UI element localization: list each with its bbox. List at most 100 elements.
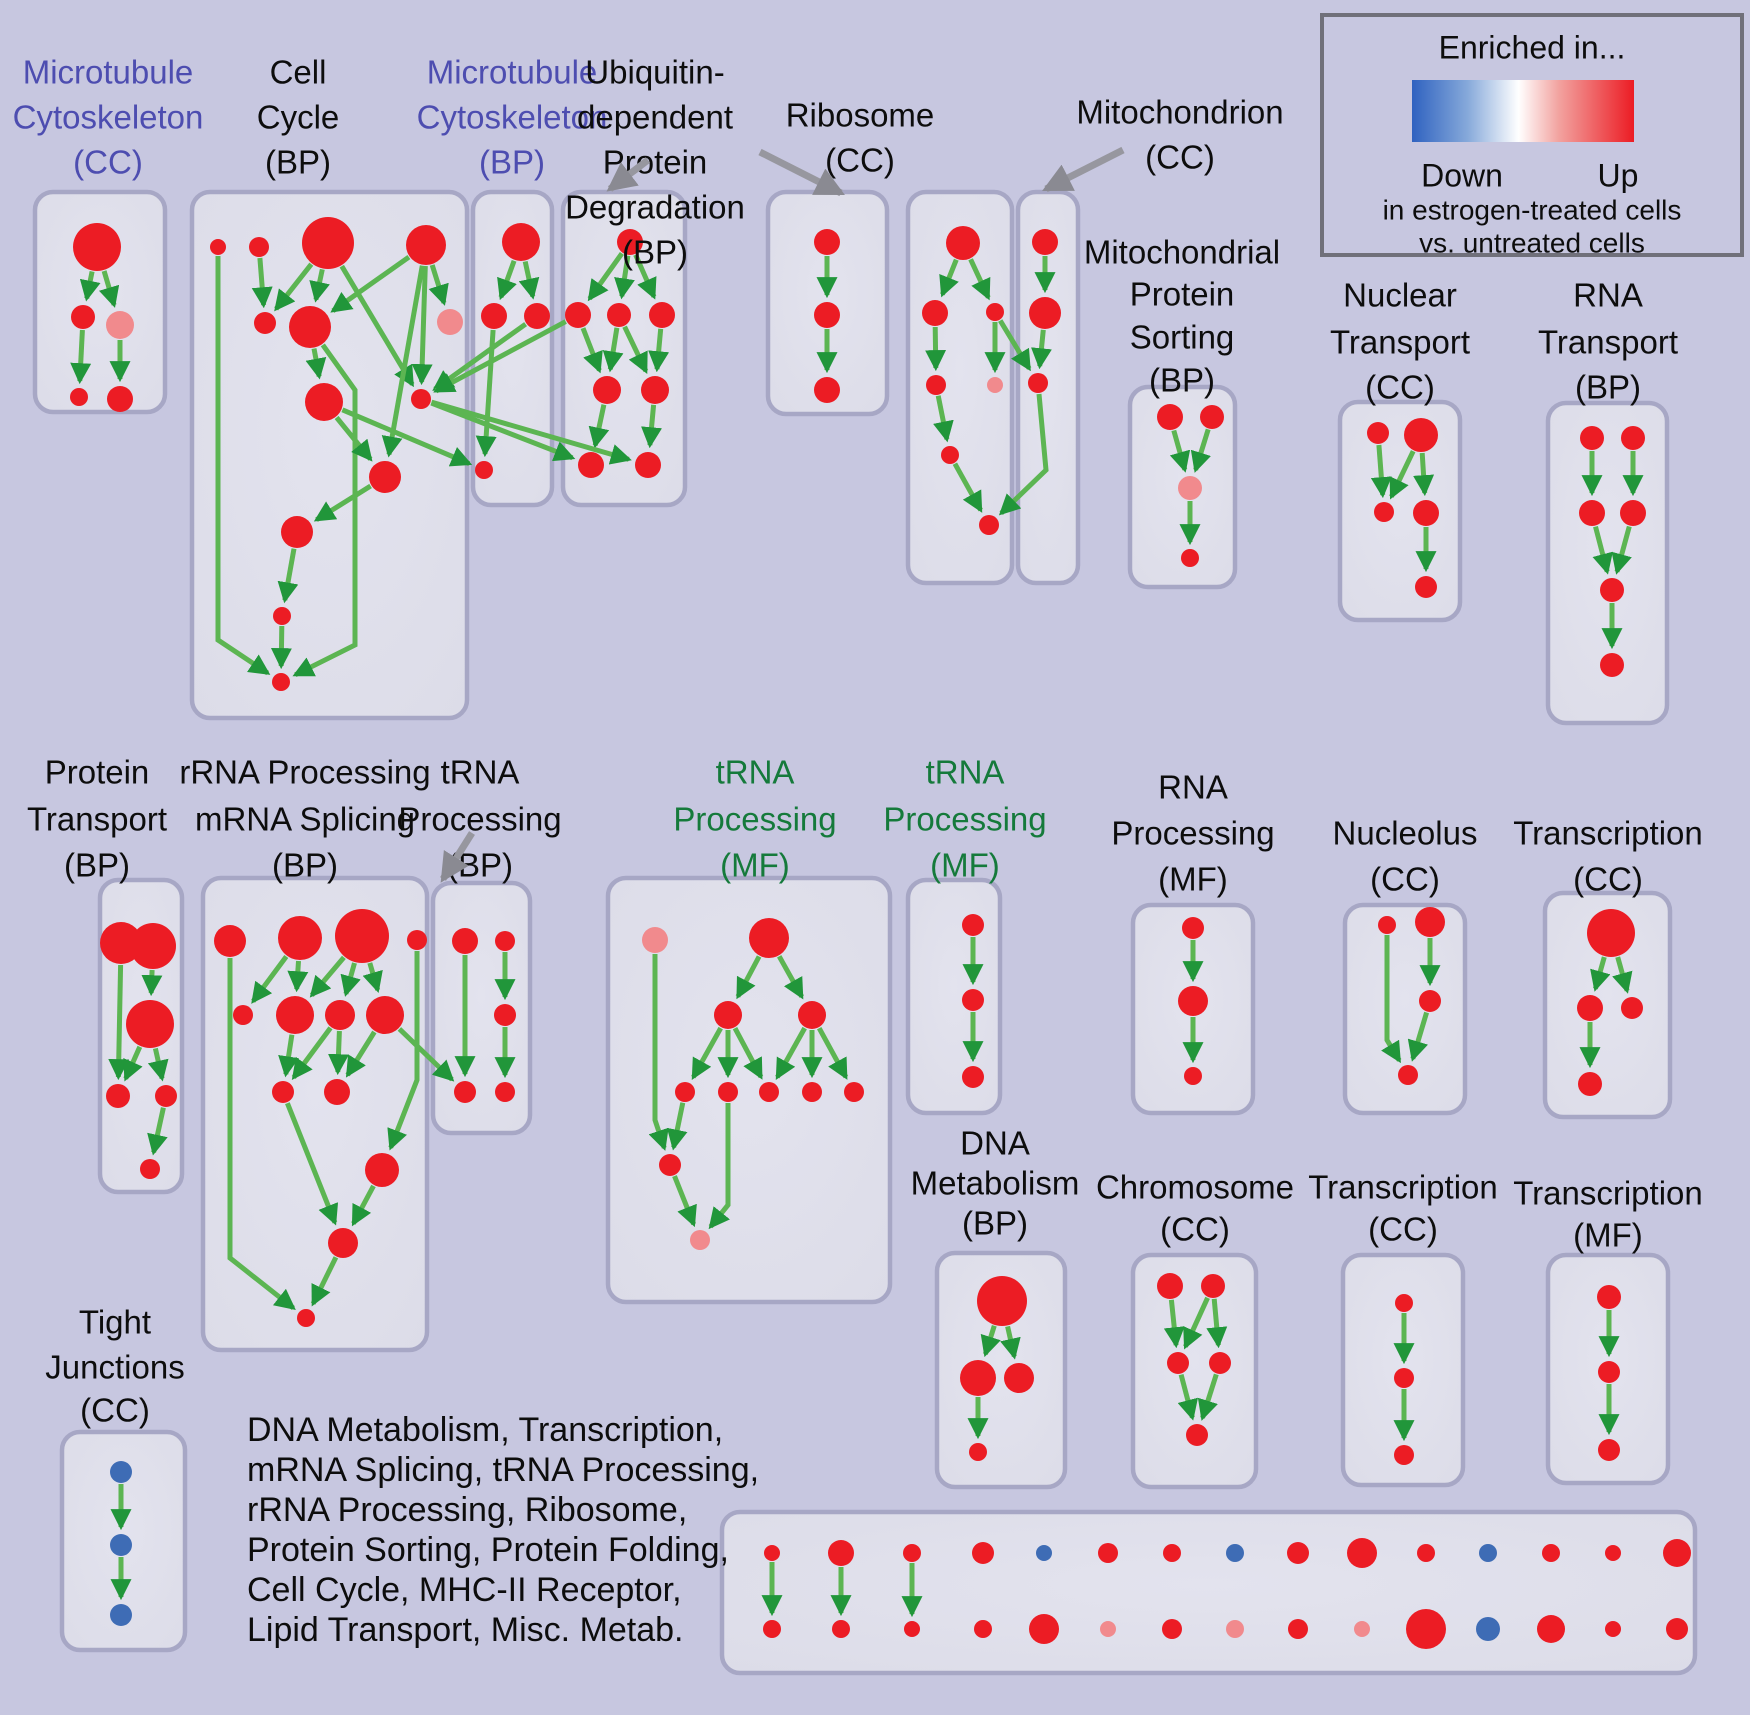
go-term-node [1419, 990, 1441, 1012]
go-term-node [452, 928, 478, 954]
go-term-node [214, 925, 246, 957]
strip-node-top-2 [828, 1540, 854, 1566]
go-term-node [130, 923, 176, 969]
go-term-node [1620, 500, 1646, 526]
go-term-node [126, 1000, 174, 1048]
go-term-node [110, 1604, 132, 1626]
go-term-node [1178, 476, 1202, 500]
go-term-node [922, 300, 948, 326]
go-term-node [649, 302, 675, 328]
cluster-box-chromosome-cc [1130, 1252, 1259, 1490]
go-term-node [1579, 500, 1605, 526]
layer-edges [70, 251, 1644, 1618]
go-term-node [73, 223, 121, 271]
cluster-label-microtubule-cytoskeleton-bp: Microtubule Cytoskeleton (BP) [417, 54, 608, 181]
note-line-5: Cell Cycle, MHC-II Receptor, [247, 1571, 682, 1609]
edge-ubiquitin-dependent-protein-degradation-bp [641, 404, 662, 449]
go-term-node [110, 1534, 132, 1556]
strip-node-bottom-6 [1100, 1621, 1116, 1637]
go-term-node [962, 914, 984, 936]
note-block: DNA Metabolism, Transcription,mRNA Splic… [247, 1411, 759, 1649]
cluster-box-nucleolus-cc [1342, 902, 1468, 1116]
edge-cell-cycle-bp [215, 256, 271, 676]
go-term-node [233, 1005, 253, 1025]
edge-microtubule-cytoskeleton-cc [79, 271, 101, 302]
note-line-4: Protein Sorting, Protein Folding, [247, 1531, 729, 1569]
strip-node-bottom-12 [1476, 1617, 1500, 1641]
go-term-node [305, 383, 343, 421]
edge-rrna-processing-mrna-splicing-bp [328, 1030, 349, 1076]
edge-cell-cycle-bp [292, 343, 358, 678]
cluster-label-transcription-cc-mid: Transcription (CC) [1513, 815, 1703, 898]
go-term-node [272, 1081, 294, 1103]
go-term-node [642, 927, 668, 953]
edge-transcription-cc-mid [1590, 956, 1611, 992]
edge-rrna-processing-mrna-splicing-bp [340, 962, 361, 997]
strip-node-top-6 [1098, 1543, 1118, 1563]
go-term-node [1028, 373, 1048, 393]
go-term-node [106, 311, 134, 339]
go-term-node [1598, 1361, 1620, 1383]
go-term-node [407, 930, 427, 950]
go-term-node [1600, 653, 1624, 677]
edge-chromosome-cc [1177, 1373, 1199, 1421]
strip-node-bottom-10 [1354, 1621, 1370, 1637]
edge-microtubule-cytoskeleton-cc [70, 329, 92, 385]
label-pointer-arrow-mitochondrion-to-box [1042, 146, 1125, 193]
go-term-node [1580, 426, 1604, 450]
cluster-label-trna-processing-mf-large: tRNA Processing (MF) [673, 754, 836, 884]
go-term-node [1157, 404, 1183, 430]
cluster-label-chromosome-cc: Chromosome (CC) [1096, 1169, 1294, 1248]
strip-node-bottom-14 [1605, 1621, 1621, 1637]
go-term-node [325, 1000, 355, 1030]
edge-cell-cycle-bp [305, 348, 327, 380]
strip-node-top-11 [1417, 1544, 1435, 1562]
go-term-node [1201, 1274, 1225, 1298]
cross-edge-cellcycle-to-mtbp-bottom [341, 407, 473, 467]
go-term-node [254, 312, 276, 334]
cluster-label-microtubule-cytoskeleton-cc: Microtubule Cytoskeleton (CC) [13, 54, 204, 181]
go-term-node [1186, 1424, 1208, 1446]
go-term-node [1587, 909, 1635, 957]
edge-trna-processing-mf-large [777, 955, 804, 1000]
edge-protein-transport-bp [147, 1107, 168, 1156]
strip-node-bottom-8 [1226, 1620, 1244, 1638]
edge-cell-cycle-bp [270, 625, 292, 670]
go-term-node [335, 909, 389, 963]
go-term-node [494, 1004, 516, 1026]
note-line-3: rRNA Processing, Ribosome, [247, 1491, 687, 1529]
go-term-node [635, 452, 661, 478]
go-term-node [977, 1276, 1027, 1326]
cluster-label-rna-processing-mf: RNA Processing (MF) [1111, 769, 1274, 898]
layer-labels: Microtubule Cytoskeleton (CC) Cell Cycle (BP)… [13, 54, 1703, 1429]
go-term-node [1004, 1363, 1034, 1393]
strip-node-top-15 [1663, 1539, 1691, 1567]
edge-transcription-cc-mid [1612, 956, 1633, 994]
edge-chromosome-cc [1183, 1296, 1210, 1350]
go-term-node [210, 239, 226, 255]
go-term-node [617, 229, 643, 255]
edge-dna-metabolism-bp [980, 1325, 1001, 1358]
legend-condition-line1: in estrogen-treated cells [1383, 194, 1682, 225]
edge-rrna-processing-mrna-splicing-bp [345, 1030, 377, 1078]
strip-node-bottom-7 [1162, 1619, 1182, 1639]
go-term-node [1577, 995, 1603, 1021]
edge-ribosome-cc [933, 395, 954, 443]
edge-ubiquitin-dependent-protein-degradation-bp [633, 253, 657, 300]
go-term-node [1167, 1352, 1189, 1374]
edge-cell-cycle-bp [313, 483, 372, 522]
edge-rna-transport-bp [1592, 525, 1613, 575]
go-term-node [759, 1082, 779, 1102]
go-term-node [365, 1153, 399, 1187]
strip-node-bottom-13 [1537, 1615, 1565, 1643]
legend-down-label: Down [1421, 157, 1503, 193]
go-term-node [495, 1082, 515, 1102]
strip-node-top-12 [1479, 1544, 1497, 1562]
layer-nodes [70, 217, 1691, 1649]
edge-rrna-processing-mrna-splicing-bp [285, 1102, 339, 1226]
edge-cell-cycle-bp [334, 415, 373, 462]
edge-cell-cycle-bp [428, 264, 449, 306]
go-term-node [366, 996, 404, 1034]
strip-node-top-10 [1347, 1538, 1377, 1568]
edge-chromosome-cc [1197, 1373, 1219, 1421]
